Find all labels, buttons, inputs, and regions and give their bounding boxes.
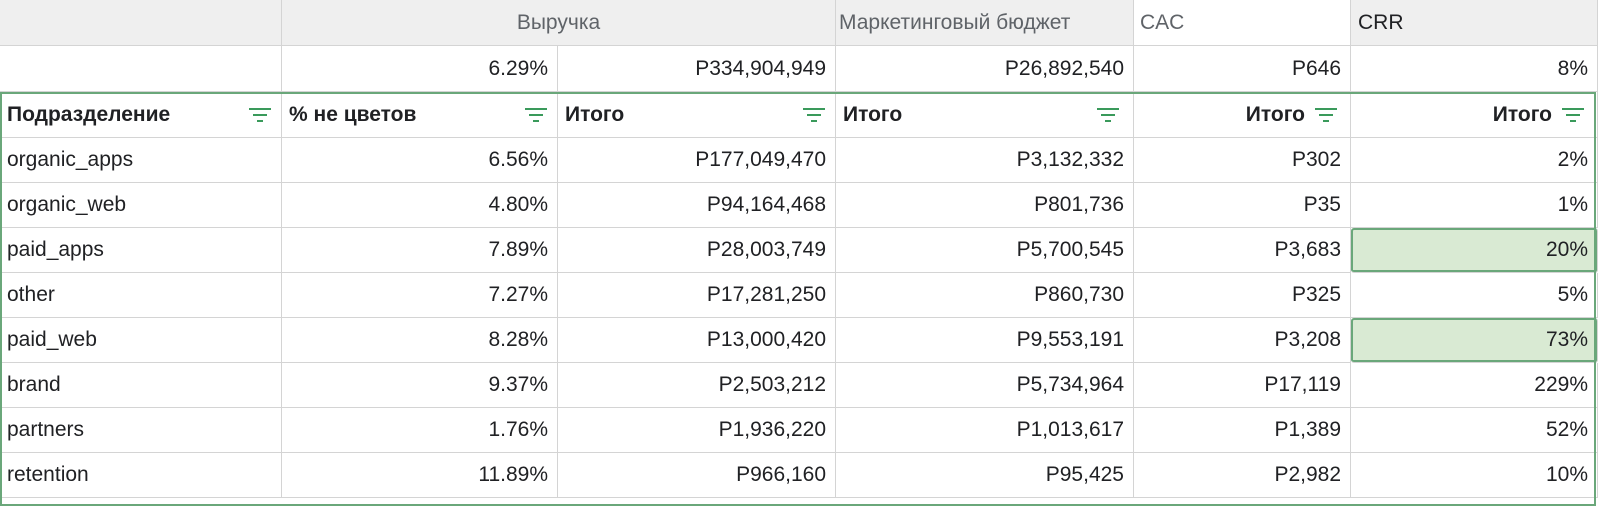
cell-non-flowers-pct[interactable]: 9.37% [282, 363, 558, 408]
header-revenue-group[interactable]: Выручка [282, 0, 836, 46]
cell-marketing-budget[interactable]: Р5,700,545 [836, 228, 1134, 273]
cell-division[interactable]: paid_apps [0, 228, 282, 273]
total-revenue[interactable]: Р334,904,949 [558, 46, 836, 92]
cell-marketing-budget[interactable]: Р3,132,332 [836, 138, 1134, 183]
cell-crr[interactable]: 52% [1351, 408, 1598, 453]
column-header-cac-total-label: Итого [1245, 102, 1305, 126]
cell-crr[interactable]: 10% [1351, 453, 1598, 498]
cell-crr[interactable]: 73% [1351, 318, 1598, 363]
cell-cac[interactable]: Р3,208 [1134, 318, 1351, 363]
cell-cac[interactable]: Р35 [1134, 183, 1351, 228]
cell-division[interactable]: organic_web [0, 183, 282, 228]
cell-marketing-budget[interactable]: Р5,734,964 [836, 363, 1134, 408]
cell-revenue[interactable]: Р13,000,420 [558, 318, 836, 363]
header-crr-group[interactable]: CRR [1351, 0, 1598, 46]
cell-non-flowers-pct[interactable]: 6.56% [282, 138, 558, 183]
column-header-division[interactable]: Подразделение [0, 92, 282, 138]
column-header-revenue-total-label: Итого [565, 102, 625, 126]
cell-revenue[interactable]: Р94,164,468 [558, 183, 836, 228]
total-non-flowers-pct[interactable]: 6.29% [282, 46, 558, 92]
cell-revenue[interactable]: Р966,160 [558, 453, 836, 498]
cell-non-flowers-pct[interactable]: 7.89% [282, 228, 558, 273]
cell-cac[interactable]: Р17,119 [1134, 363, 1351, 408]
cell-division[interactable]: retention [0, 453, 282, 498]
filter-icon[interactable] [803, 107, 825, 123]
cell-marketing-budget[interactable]: Р860,730 [836, 273, 1134, 318]
header-corner-cell[interactable] [0, 0, 282, 46]
cell-division[interactable]: organic_apps [0, 138, 282, 183]
cell-revenue[interactable]: Р1,936,220 [558, 408, 836, 453]
totals-label-cell[interactable] [0, 46, 282, 92]
cell-cac[interactable]: Р2,982 [1134, 453, 1351, 498]
cell-cac[interactable]: Р325 [1134, 273, 1351, 318]
cell-revenue[interactable]: Р2,503,212 [558, 363, 836, 408]
filter-icon[interactable] [1562, 107, 1584, 123]
cell-division[interactable]: brand [0, 363, 282, 408]
cell-marketing-budget[interactable]: Р801,736 [836, 183, 1134, 228]
column-header-revenue-total[interactable]: Итого [558, 92, 836, 138]
cell-non-flowers-pct[interactable]: 8.28% [282, 318, 558, 363]
filter-icon[interactable] [1097, 107, 1119, 123]
cell-marketing-budget[interactable]: Р1,013,617 [836, 408, 1134, 453]
cell-non-flowers-pct[interactable]: 1.76% [282, 408, 558, 453]
column-header-crr-total-label: Итого [1492, 102, 1552, 126]
column-header-budget-total-label: Итого [843, 102, 903, 126]
cell-cac[interactable]: Р3,683 [1134, 228, 1351, 273]
cell-revenue[interactable]: Р28,003,749 [558, 228, 836, 273]
cell-crr[interactable]: 1% [1351, 183, 1598, 228]
cell-marketing-budget[interactable]: Р95,425 [836, 453, 1134, 498]
header-marketing-budget-group[interactable]: Маркетинговый бюджет [836, 0, 1134, 46]
cell-revenue[interactable]: Р17,281,250 [558, 273, 836, 318]
cell-marketing-budget[interactable]: Р9,553,191 [836, 318, 1134, 363]
column-header-crr-total[interactable]: Итого [1351, 92, 1598, 138]
column-header-division-label: Подразделение [7, 102, 171, 126]
column-header-budget-total[interactable]: Итого [836, 92, 1134, 138]
column-header-cac-total[interactable]: Итого [1134, 92, 1351, 138]
column-header-non-flowers-pct[interactable]: % не цветов [282, 92, 558, 138]
cell-crr[interactable]: 5% [1351, 273, 1598, 318]
total-cac[interactable]: Р646 [1134, 46, 1351, 92]
cell-division[interactable]: partners [0, 408, 282, 453]
total-marketing-budget[interactable]: Р26,892,540 [836, 46, 1134, 92]
column-header-non-flowers-pct-label: % не цветов [289, 102, 417, 126]
cell-division[interactable]: other [0, 273, 282, 318]
cell-crr[interactable]: 20% [1351, 228, 1598, 273]
cell-crr[interactable]: 2% [1351, 138, 1598, 183]
total-crr[interactable]: 8% [1351, 46, 1598, 92]
cell-crr[interactable]: 229% [1351, 363, 1598, 408]
cell-non-flowers-pct[interactable]: 11.89% [282, 453, 558, 498]
cell-non-flowers-pct[interactable]: 4.80% [282, 183, 558, 228]
cell-non-flowers-pct[interactable]: 7.27% [282, 273, 558, 318]
header-cac-group[interactable]: CAC [1134, 0, 1351, 46]
cell-division[interactable]: paid_web [0, 318, 282, 363]
filter-icon[interactable] [1315, 107, 1337, 123]
cell-revenue[interactable]: Р177,049,470 [558, 138, 836, 183]
cell-cac[interactable]: Р1,389 [1134, 408, 1351, 453]
cell-cac[interactable]: Р302 [1134, 138, 1351, 183]
filter-icon[interactable] [525, 107, 547, 123]
filter-icon[interactable] [249, 107, 271, 123]
